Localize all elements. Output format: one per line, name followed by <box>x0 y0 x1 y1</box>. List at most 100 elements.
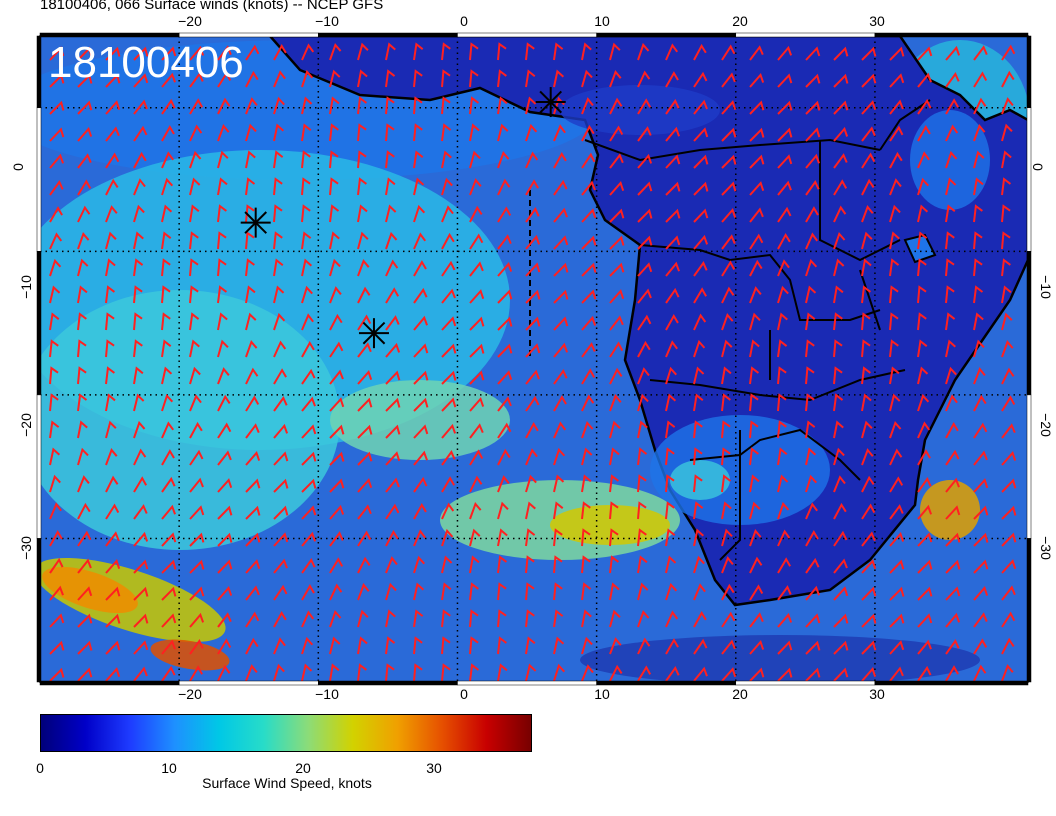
wind-barb <box>497 582 507 601</box>
wind-barb <box>441 69 451 88</box>
wind-barb <box>889 178 902 196</box>
wind-barb <box>301 424 317 439</box>
wind-barb <box>805 46 821 61</box>
wind-barb <box>357 609 369 628</box>
wind-barb <box>637 420 648 439</box>
wind-barb <box>273 70 286 88</box>
wind-barb <box>637 609 650 628</box>
frame-bar <box>1026 107 1032 252</box>
wind-barb <box>329 150 339 169</box>
wind-barb <box>49 502 62 520</box>
wind-barb <box>861 126 876 142</box>
wind-barb <box>77 420 88 439</box>
wind-barb <box>469 449 484 466</box>
lake-tanganyika <box>859 269 881 331</box>
wind-barb <box>329 531 344 547</box>
lon-tick-bottom: −10 <box>315 686 339 702</box>
wind-barb <box>273 610 287 628</box>
wind-barb <box>441 502 455 520</box>
wind-barb <box>357 231 369 250</box>
wind-barb <box>973 204 983 223</box>
wind-barb <box>917 46 933 61</box>
wind-barb <box>581 636 593 655</box>
wind-barb <box>581 555 591 574</box>
wind-barb <box>1001 505 1017 520</box>
wind-barb <box>609 501 619 520</box>
wind-barb <box>553 609 564 628</box>
wind-barb <box>805 312 816 331</box>
wind-barb <box>77 502 91 520</box>
wind-barb <box>693 339 706 358</box>
wind-barb <box>749 667 765 682</box>
lat-tick-left: −10 <box>17 275 34 299</box>
colorbar-tick: 10 <box>161 760 177 776</box>
wind-barb <box>357 556 371 574</box>
wind-barb <box>301 123 312 142</box>
wind-barb <box>77 475 90 493</box>
wind-barb <box>749 640 765 655</box>
wind-barb <box>693 313 707 331</box>
wind-barb <box>49 640 65 655</box>
wind-barb <box>945 421 959 439</box>
wind-barb <box>777 366 787 385</box>
wind-barb <box>49 447 61 466</box>
wind-barb <box>665 474 675 493</box>
wind-barb <box>357 123 367 142</box>
wind-barb <box>861 366 872 385</box>
frame-bar <box>596 680 737 686</box>
wind-barb <box>973 612 988 628</box>
wind-barb <box>245 585 260 601</box>
wind-barb <box>469 528 481 547</box>
wind-barb <box>469 609 479 628</box>
wind-barb <box>637 447 648 466</box>
wind-barb <box>77 312 87 331</box>
wind-barb <box>245 339 258 358</box>
wind-barb <box>469 582 479 601</box>
lon-tick-top: 20 <box>732 13 748 29</box>
wind-barb <box>889 366 900 385</box>
wind-barb <box>525 582 535 601</box>
wind-barb <box>721 208 737 223</box>
wind-barb <box>301 69 314 88</box>
wind-barb <box>273 558 288 574</box>
wind-barb <box>273 637 286 655</box>
wind-barb <box>749 286 762 304</box>
wind-barb <box>161 639 176 655</box>
wind-barb <box>609 262 625 277</box>
wind-barb <box>637 208 653 223</box>
wind-barb <box>805 420 816 439</box>
wind-barb <box>49 258 62 277</box>
wind-barb <box>77 393 88 412</box>
wind-barb <box>1001 532 1017 547</box>
wind-barb <box>189 177 201 196</box>
wind-barb <box>273 451 289 466</box>
wind-barb <box>665 420 676 439</box>
wind-barb <box>133 393 145 412</box>
wind-barb <box>497 343 513 358</box>
wind-barb <box>189 394 202 412</box>
wind-barb <box>665 98 680 115</box>
wind-barb <box>665 181 681 196</box>
lon-tick-bottom: 30 <box>869 686 885 702</box>
wind-barb <box>805 153 821 169</box>
wind-barb <box>245 177 256 196</box>
wind-barb <box>581 42 592 61</box>
wind-barb <box>469 316 485 331</box>
wind-barb <box>273 285 285 304</box>
wind-barb <box>553 636 565 655</box>
wind-barb <box>553 582 563 601</box>
wind-barb <box>861 667 877 682</box>
wind-barb <box>665 261 680 277</box>
wind-barb <box>469 42 479 61</box>
wind-barb <box>329 286 342 304</box>
wind-barb <box>637 582 649 601</box>
wind-barb <box>917 532 933 547</box>
wind-barb <box>497 370 513 385</box>
wind-barb <box>77 339 87 358</box>
wind-barb <box>525 69 536 88</box>
wind-barb <box>245 611 260 628</box>
wind-barb <box>301 96 313 115</box>
wind-barb <box>133 125 148 142</box>
wind-barb <box>525 395 540 412</box>
wind-barb <box>1001 285 1012 304</box>
